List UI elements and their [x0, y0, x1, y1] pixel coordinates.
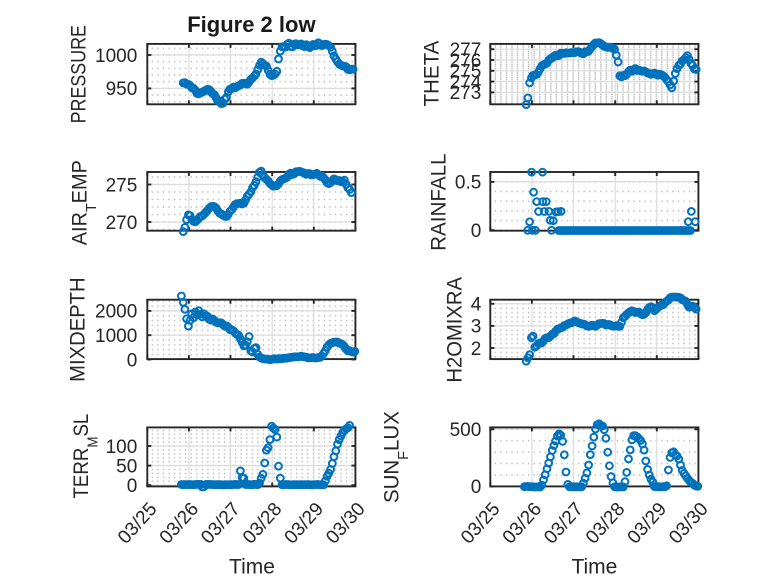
svg-text:3: 3	[471, 317, 482, 338]
svg-text:H2OMIXRA: H2OMIXRA	[443, 277, 466, 383]
svg-text:1000: 1000	[95, 326, 137, 347]
svg-text:276: 276	[450, 51, 482, 72]
svg-text:0: 0	[471, 477, 482, 498]
svg-text:0: 0	[471, 221, 482, 242]
svg-text:THETA: THETA	[420, 41, 443, 107]
svg-text:100: 100	[106, 437, 138, 458]
svg-text:500: 500	[450, 420, 482, 441]
svg-text:PRESSURE: PRESSURE	[67, 25, 91, 123]
svg-text:275: 275	[450, 62, 482, 83]
svg-text:2000: 2000	[95, 302, 137, 323]
svg-text:2: 2	[471, 339, 482, 360]
svg-text:Time: Time	[229, 556, 275, 579]
svg-text:274: 274	[450, 72, 482, 93]
svg-text:0: 0	[127, 350, 138, 371]
svg-text:273: 273	[450, 83, 482, 104]
svg-text:950: 950	[106, 79, 138, 100]
svg-text:1000: 1000	[95, 46, 137, 67]
svg-text:MIXDEPTH: MIXDEPTH	[66, 277, 89, 381]
svg-text:0.5: 0.5	[455, 173, 481, 194]
svg-text:Figure 2 low: Figure 2 low	[187, 12, 316, 37]
svg-text:277: 277	[450, 40, 482, 61]
svg-text:RAINFALL: RAINFALL	[428, 153, 451, 250]
svg-text:4: 4	[471, 295, 482, 316]
svg-text:270: 270	[106, 213, 138, 234]
svg-text:275: 275	[106, 175, 138, 196]
svg-text:0: 0	[127, 476, 138, 497]
svg-text:Time: Time	[571, 556, 617, 579]
svg-text:50: 50	[116, 456, 137, 477]
